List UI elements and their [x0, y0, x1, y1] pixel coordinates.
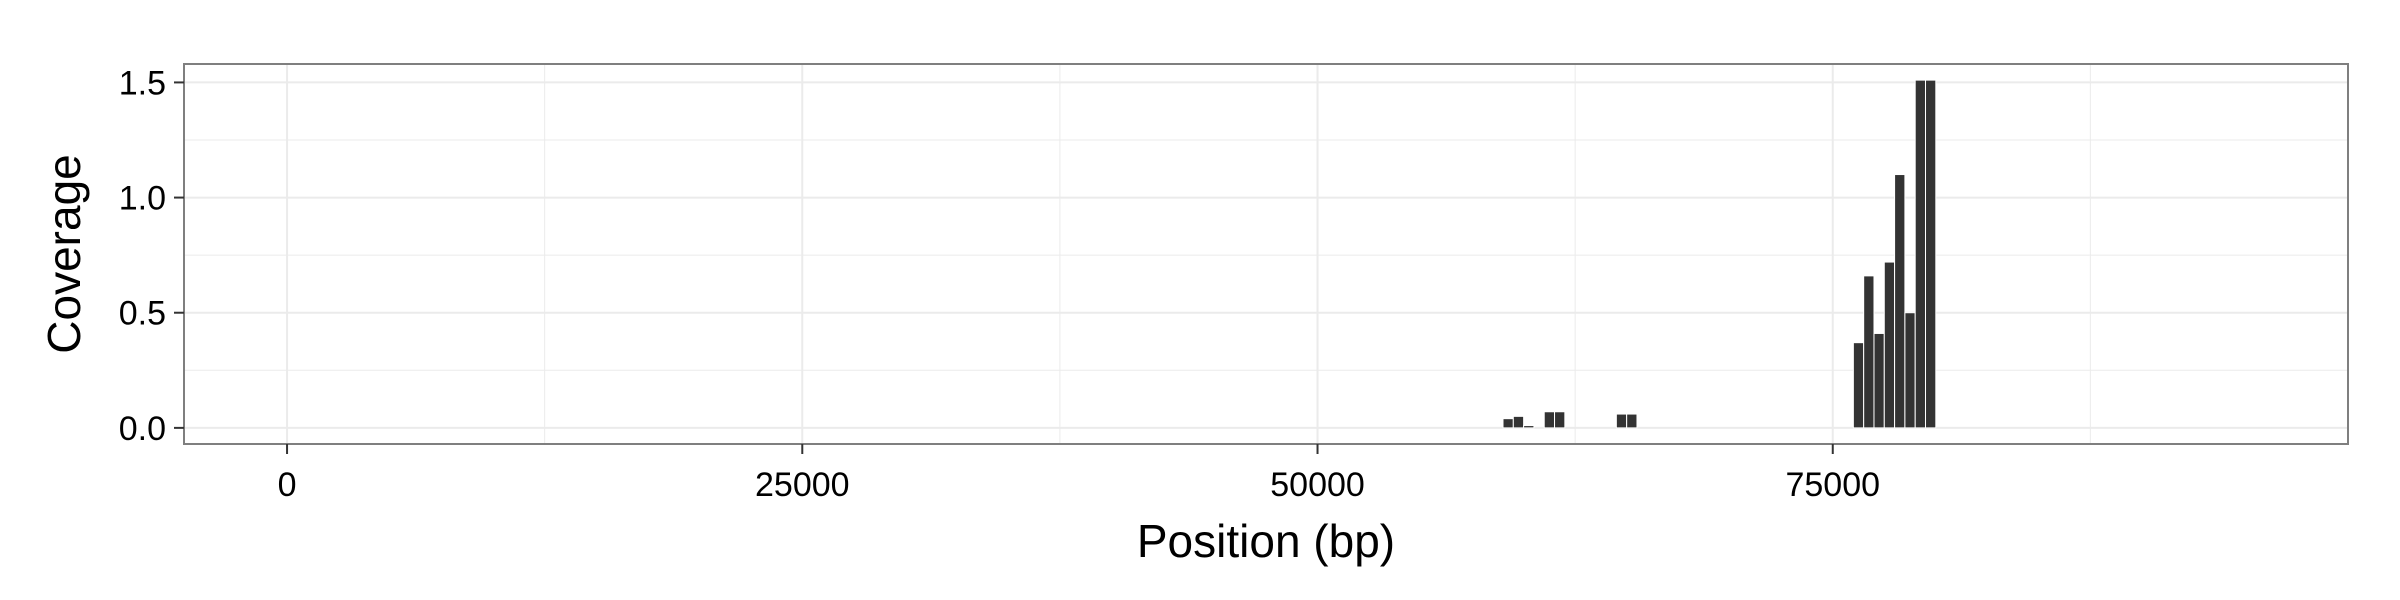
y-tick-label: 0.0 — [119, 410, 166, 448]
coverage-bar — [1523, 425, 1535, 429]
x-tick-label: 25000 — [755, 466, 850, 504]
coverage-bar — [1543, 411, 1556, 429]
x-tick-label: 75000 — [1785, 466, 1880, 504]
coverage-bar — [1914, 79, 1927, 429]
coverage-bar — [1883, 261, 1896, 429]
plot-panel-border — [183, 63, 2349, 445]
x-tick-label: 0 — [278, 466, 297, 504]
y-axis-title: Coverage — [38, 154, 90, 353]
coverage-bar — [1626, 413, 1638, 429]
x-tick-label: 50000 — [1270, 466, 1365, 504]
x-axis-title: Position (bp) — [1137, 515, 1395, 567]
coverage-bar — [1904, 312, 1916, 429]
coverage-bar — [1873, 332, 1885, 429]
coverage-bar — [1512, 415, 1525, 429]
y-tick-label: 1.5 — [119, 64, 166, 102]
y-tick-label: 0.5 — [119, 295, 166, 333]
x-axis: 0 25000 50000 75000 — [278, 444, 1880, 504]
minor-gridlines — [184, 64, 2348, 444]
coverage-bar — [1502, 418, 1514, 429]
major-gridlines — [184, 64, 2348, 444]
coverage-bar — [1894, 174, 1906, 429]
coverage-bar — [1852, 342, 1865, 429]
coverage-bars — [1502, 79, 1937, 429]
coverage-bar — [1925, 79, 1937, 429]
y-axis: 0.0 0.5 1.0 1.5 — [119, 64, 184, 448]
coverage-bar — [1863, 275, 1875, 429]
coverage-bar — [1554, 411, 1566, 429]
coverage-bar — [1615, 413, 1628, 429]
y-tick-label: 1.0 — [119, 180, 166, 218]
